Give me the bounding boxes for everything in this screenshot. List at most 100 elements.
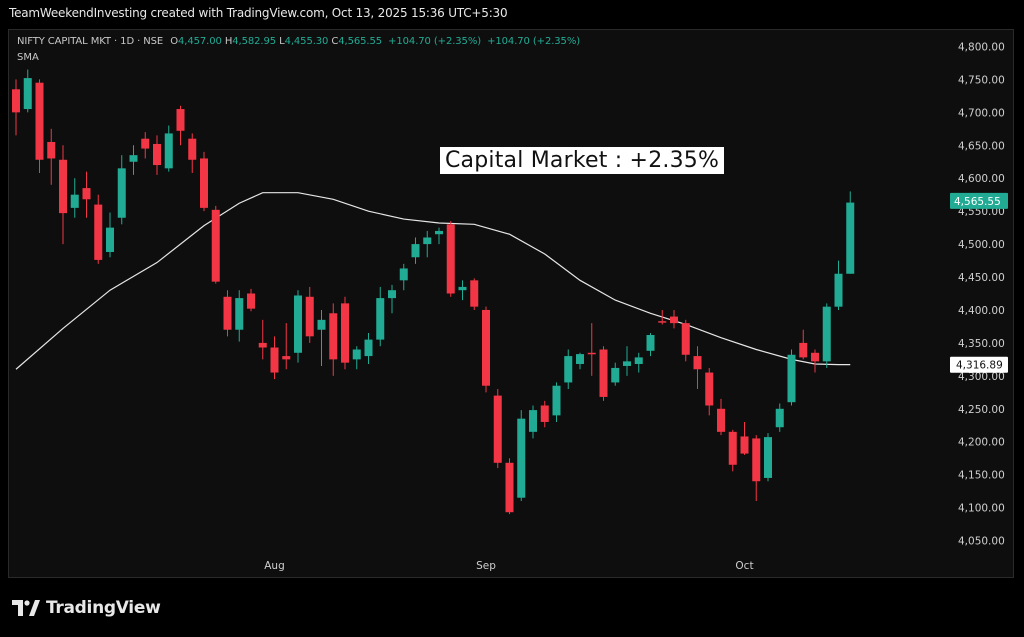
candle-up [552,385,561,416]
y-tick-label: 4,750.00 [958,74,1005,86]
candle-down [740,436,749,454]
candle-down [493,395,502,463]
candle-down [270,347,279,373]
annotation-label: Capital Market : +2.35% [440,147,725,174]
candle-up [623,361,631,366]
candle-up [458,286,467,291]
last-price-label: 4,565.55 [954,196,1001,208]
candle-down [188,138,197,160]
change-value-2: +104.70 (+2.35%) [487,36,581,47]
attribution-text: TeamWeekendInvesting created with Tradin… [9,6,508,20]
close-label: C [331,36,339,47]
candle-up [352,349,361,360]
candle-up [435,230,443,235]
y-tick-label: 4,550.00 [958,206,1005,218]
candle-up [846,202,855,274]
low-label: L [279,36,285,47]
sma-legend[interactable]: SMA [17,52,39,63]
candle-up [23,78,32,110]
footer [0,578,1024,637]
y-tick-label: 4,250.00 [958,404,1005,416]
candle-up [70,194,79,208]
candle-up [764,437,772,478]
sma-value-badge [950,356,1008,373]
tradingview-logo-text: TradingView [46,598,161,618]
y-tick-label: 4,600.00 [958,173,1005,185]
candle-down [282,356,291,360]
tradingview-logo-icon [12,600,40,616]
candle-up [787,354,796,403]
candle-down [247,293,255,309]
candle-up [106,227,114,252]
x-tick-label: Aug [264,560,285,572]
candle-up [411,244,420,258]
candle-down [200,158,208,208]
candle-down [670,316,678,324]
candle-down [258,342,267,348]
y-tick-label: 4,050.00 [958,536,1005,548]
candle-down [752,438,761,482]
y-tick-label: 4,400.00 [958,305,1005,317]
open-label: O [170,36,179,47]
candle-up [399,268,408,281]
candle-down [599,349,608,397]
sma-line [15,192,851,370]
candle-up [364,339,373,357]
candle-down [59,159,67,214]
candle-down [153,143,161,166]
change-value: +104.70 (+2.35%) [388,36,482,47]
candle-down [717,408,725,432]
candle-down [341,303,349,363]
candle-down [693,356,702,370]
candle-down [211,209,220,282]
candle-down [587,352,596,355]
candle-down [305,296,314,337]
candle-up [517,418,526,498]
candle-up [834,273,843,307]
candle-down [47,141,56,159]
y-tick-label: 4,500.00 [958,239,1005,251]
candle-up [775,408,784,428]
candle-down [799,342,808,358]
candle-down [82,188,91,200]
y-tick-label: 4,800.00 [958,41,1005,53]
candle-up [294,295,302,353]
candle-down [329,313,338,360]
candle-down [12,89,20,113]
candle-up [423,237,432,245]
candle-down [94,204,103,260]
candle-down [223,296,232,330]
x-tick-label: Sep [476,560,496,572]
candle-up [646,335,655,351]
candle-up [235,298,244,330]
y-tick-label: 4,100.00 [958,503,1005,515]
x-tick-label: Oct [735,560,753,572]
close-value: 4,565.55 [338,36,383,47]
candle-down [482,309,490,386]
candle-up [634,357,643,364]
symbol-legend: NIFTY CAPITAL MKT · 1D · NSE O4,457.00 H… [17,36,580,47]
candle-up [117,168,126,218]
candle-down [681,323,690,355]
candle-up [129,155,138,162]
y-tick-label: 4,150.00 [958,470,1005,482]
candle-down [658,321,667,323]
candle-down [540,405,549,422]
high-value: 4,582.95 [232,36,276,47]
tradingview-logo[interactable]: TradingView [12,598,161,618]
y-tick-label: 4,200.00 [958,437,1005,449]
candle-up [164,133,173,169]
candle-down [811,352,819,362]
candle-down [505,462,514,513]
symbol-name: NIFTY CAPITAL MKT · 1D · NSE [17,36,164,47]
open-value: 4,457.00 [178,36,222,47]
sma-value-label: 4,316.89 [956,360,1003,372]
candle-down [470,280,479,307]
header-bar: TeamWeekendInvesting created with Tradin… [0,0,1024,28]
high-label: H [224,36,233,47]
candle-up [388,290,396,299]
candle-up [564,356,573,383]
candle-down [446,224,455,294]
